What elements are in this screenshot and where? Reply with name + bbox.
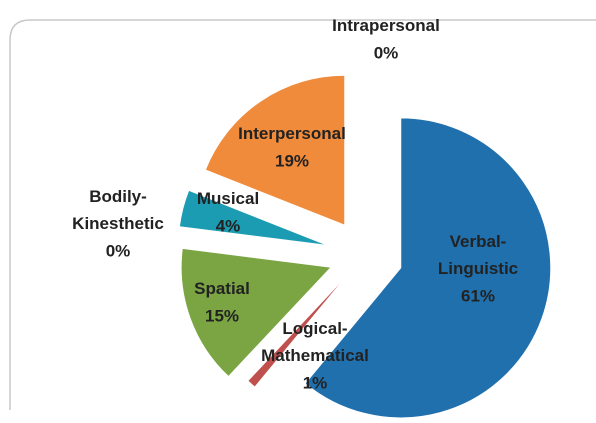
slice-label: Musical <box>197 189 259 208</box>
pie-slice <box>178 189 329 247</box>
pie-slice <box>180 231 330 251</box>
slice-value-label: 15% <box>205 306 239 325</box>
pie-slice <box>180 247 333 378</box>
pie-slice <box>204 74 346 226</box>
slice-label: Verbal-Linguistic <box>438 232 518 278</box>
slice-label: Bodily-Kinesthetic <box>72 187 164 233</box>
slice-value-label: 4% <box>216 216 241 235</box>
pie-slice <box>247 271 351 388</box>
slice-value-label: 1% <box>303 373 328 392</box>
slice-value-label: 0% <box>374 43 399 62</box>
slice-label: Logical-Mathematical <box>261 319 369 365</box>
slice-label: Intrapersonal <box>332 16 440 35</box>
slice-label: Spatial <box>194 279 250 298</box>
pie-slice <box>304 117 552 419</box>
slice-value-label: 61% <box>461 286 495 305</box>
slice-label: Interpersonal <box>238 124 346 143</box>
frame <box>9 19 596 410</box>
slice-value-label: 19% <box>275 151 309 170</box>
slice-value-label: 0% <box>106 241 131 260</box>
